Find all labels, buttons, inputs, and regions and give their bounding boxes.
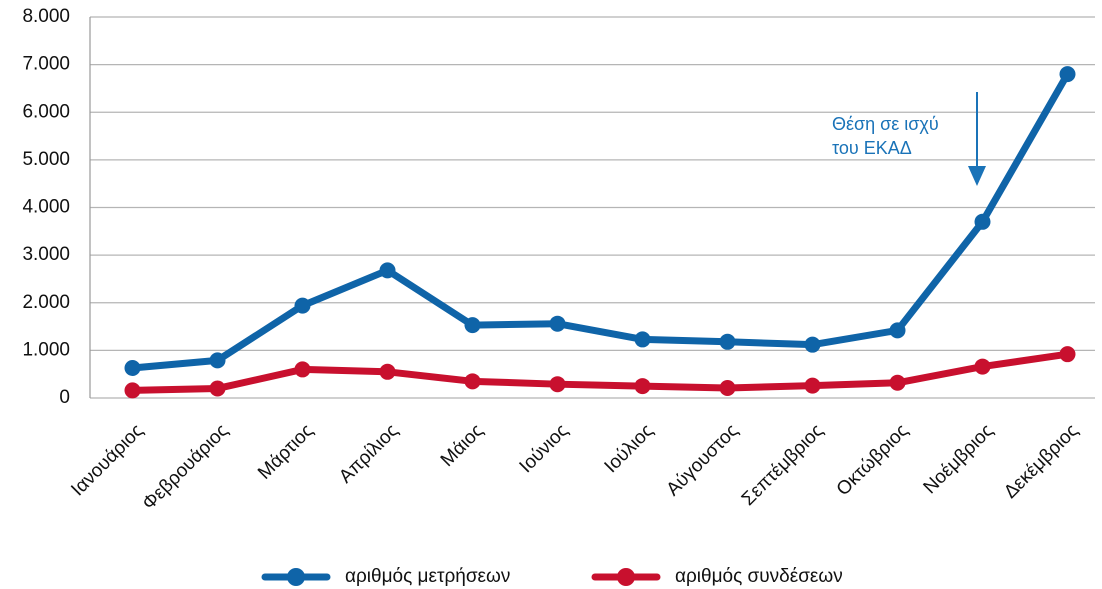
point bbox=[124, 359, 141, 376]
point bbox=[464, 317, 481, 334]
y-tick-label: 2.000 bbox=[22, 292, 70, 313]
point bbox=[294, 361, 311, 378]
y-tick-label: 7.000 bbox=[22, 54, 70, 75]
point bbox=[719, 379, 736, 396]
point bbox=[974, 213, 991, 230]
y-tick-label: 3.000 bbox=[22, 244, 70, 265]
line bbox=[129, 350, 1071, 394]
x-tick-label: Νοέμβριος bbox=[920, 420, 998, 498]
point bbox=[634, 331, 651, 348]
point bbox=[209, 352, 226, 369]
y-tick-label: 5.000 bbox=[22, 149, 70, 170]
legend-marker bbox=[287, 568, 305, 586]
point bbox=[209, 380, 226, 397]
legend-label: αριθμός μετρήσεων bbox=[345, 566, 510, 587]
x-tick-label: Ιανουάριος bbox=[67, 420, 147, 500]
legend-label: αριθμός συνδέσεων bbox=[675, 566, 843, 587]
y-tick-label: 6.000 bbox=[22, 101, 70, 122]
x-tick-label: Μάρτιος bbox=[254, 420, 318, 484]
point bbox=[889, 322, 906, 339]
x-tick-label: Σεπτέμβριος bbox=[738, 420, 828, 510]
point bbox=[124, 382, 141, 399]
annotation-text: του ΕΚΑΔ bbox=[832, 138, 912, 158]
point bbox=[549, 376, 566, 393]
y-tick-label: 0 bbox=[59, 387, 70, 408]
point bbox=[1059, 66, 1076, 83]
x-tick-label: Οκτώβριος bbox=[833, 420, 913, 500]
point bbox=[804, 377, 821, 394]
x-tick-label: Απρίλιος bbox=[335, 420, 402, 487]
x-tick-label: Δεκέμβριος bbox=[1000, 420, 1083, 503]
x-tick-label: Ιούλιος bbox=[601, 420, 658, 477]
x-tick-label: Ιούνιος bbox=[516, 420, 573, 477]
point bbox=[379, 262, 396, 279]
x-tick-label: Φεβρουάριος bbox=[138, 420, 232, 514]
y-tick-label: 1.000 bbox=[22, 339, 70, 360]
x-tick-label: Αύγουστος bbox=[663, 420, 743, 500]
point bbox=[1059, 346, 1076, 363]
annotation-arrowhead bbox=[968, 166, 986, 186]
point bbox=[549, 315, 566, 332]
legend-marker bbox=[617, 568, 635, 586]
point bbox=[379, 363, 396, 380]
point bbox=[804, 336, 821, 353]
y-tick-label: 4.000 bbox=[22, 197, 70, 218]
y-tick-label: 8.000 bbox=[22, 6, 70, 27]
point bbox=[974, 358, 991, 375]
line bbox=[129, 70, 1071, 372]
point bbox=[719, 333, 736, 350]
point bbox=[464, 373, 481, 390]
point bbox=[294, 297, 311, 314]
point bbox=[634, 378, 651, 395]
x-tick-label: Μάιος bbox=[437, 420, 488, 471]
annotation-text: Θέση σε ισχύ bbox=[832, 114, 939, 134]
point bbox=[889, 374, 906, 391]
